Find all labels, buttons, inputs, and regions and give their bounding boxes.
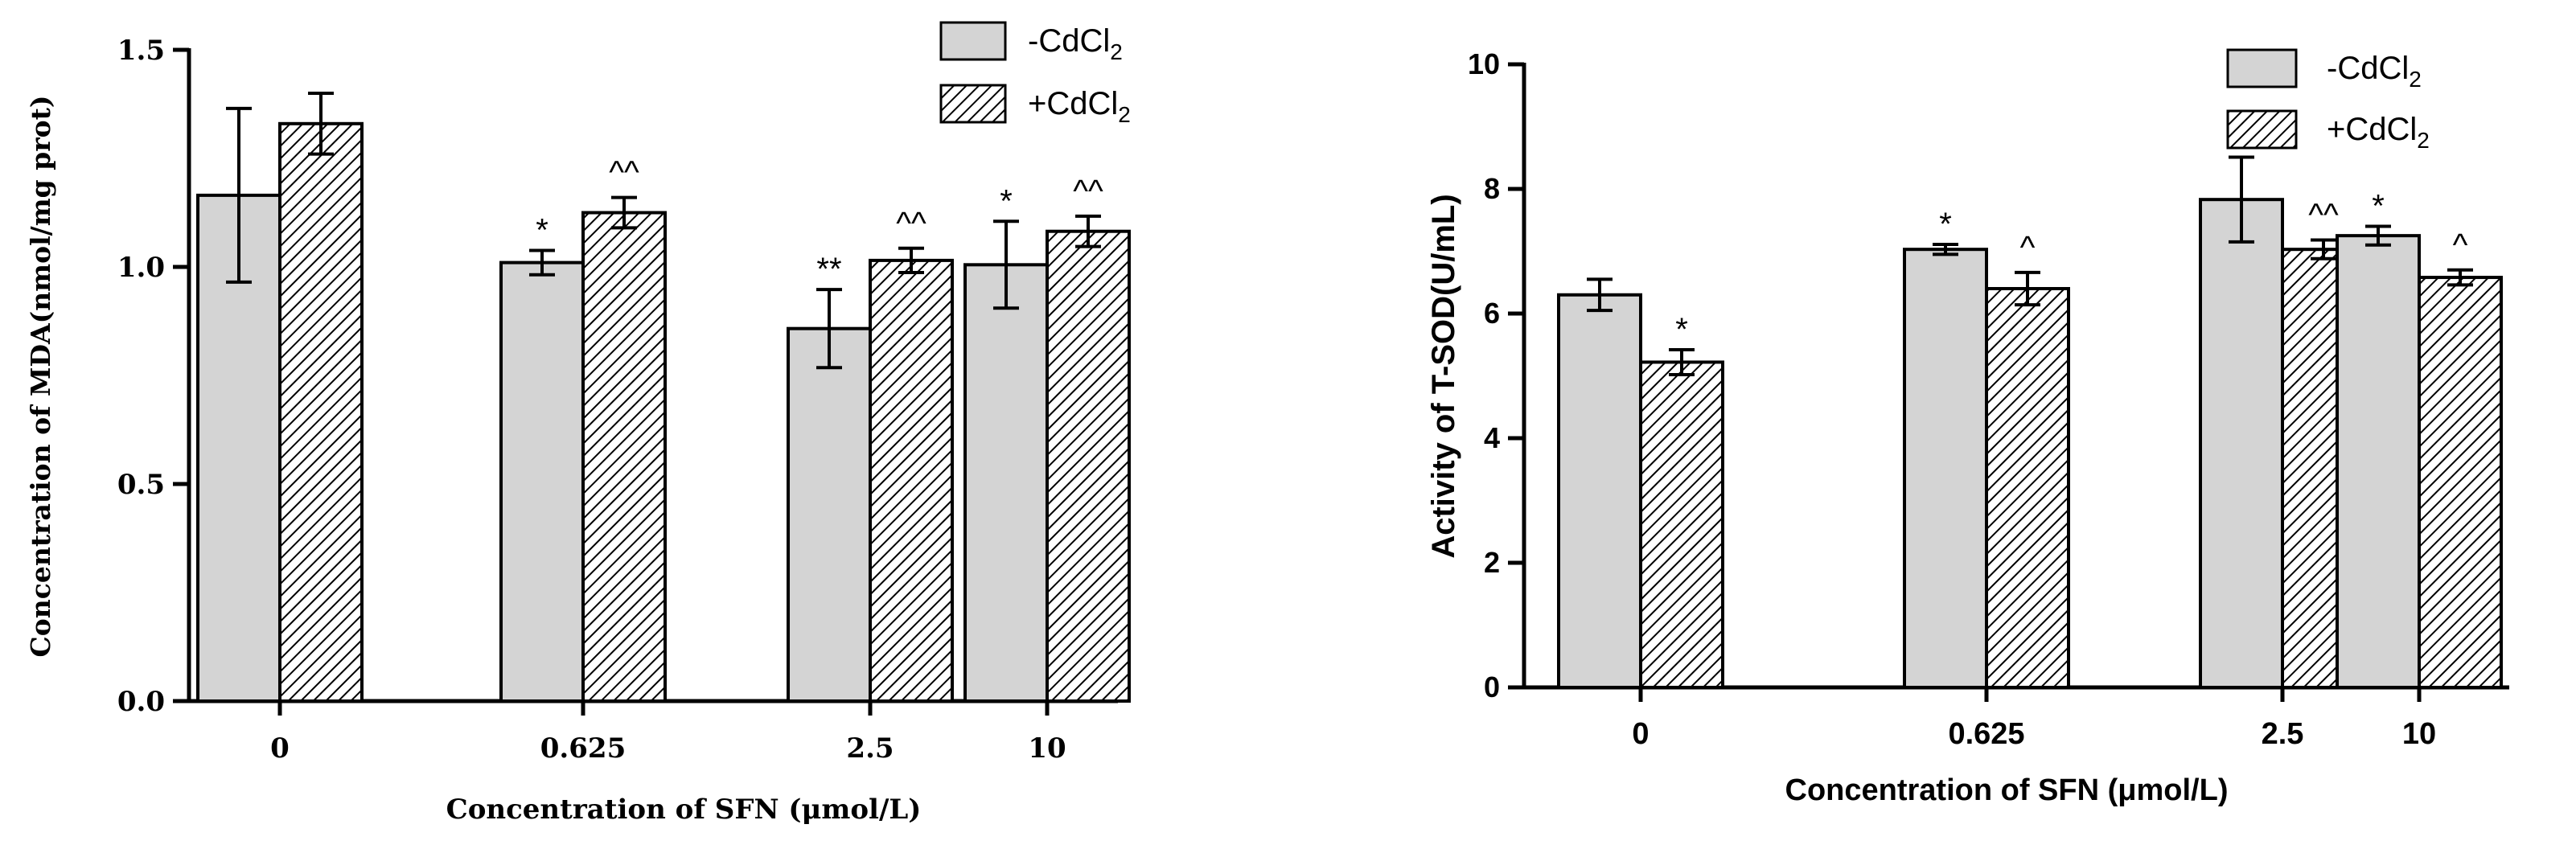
bar-minus-cdcl2 bbox=[1903, 248, 1988, 689]
bar-plus-cdcl2 bbox=[1046, 229, 1131, 703]
bar-minus-cdcl2 bbox=[1557, 293, 1642, 689]
bar-minus-cdcl2 bbox=[2336, 234, 2421, 689]
legend-label: +CdCl2 bbox=[2327, 112, 2430, 153]
legend-label: +CdCl2 bbox=[1028, 86, 1131, 127]
y-tick-label: 2 bbox=[1484, 546, 1500, 579]
bar-plus-cdcl2 bbox=[278, 121, 364, 703]
y-tick-label: 0 bbox=[1484, 671, 1500, 703]
bar-plus-cdcl2 bbox=[1985, 287, 2070, 689]
y-tick-label: 10 bbox=[1468, 47, 1500, 80]
x-tick-label: 0 bbox=[1632, 717, 1649, 751]
y-tick-label: 8 bbox=[1484, 172, 1500, 205]
legend-swatch bbox=[939, 21, 1007, 61]
legend-swatch bbox=[2226, 109, 2298, 150]
legend-swatch bbox=[2226, 48, 2298, 88]
significance-mark: * bbox=[536, 212, 548, 248]
significance-mark: * bbox=[1939, 207, 1952, 242]
significance-mark: ** bbox=[816, 252, 841, 287]
legend-swatch bbox=[939, 84, 1007, 124]
bar-minus-cdcl2 bbox=[499, 260, 585, 703]
y-tick-label: 1.5 bbox=[117, 35, 165, 67]
x-tick-label: 0.625 bbox=[1948, 717, 2024, 751]
x-tick-label: 2.5 bbox=[846, 732, 894, 765]
x-axis-label: Concentration of SFN (μmol/L) bbox=[1785, 773, 2229, 807]
bar-plus-cdcl2 bbox=[869, 258, 954, 703]
legend-label: -CdCl2 bbox=[1028, 23, 1123, 64]
y-tick-label: 1.0 bbox=[117, 252, 165, 284]
y-axis-label: Concentration of MDA(nmol/mg prot) bbox=[25, 95, 56, 657]
bar-plus-cdcl2 bbox=[2418, 276, 2503, 689]
bar-plus-cdcl2 bbox=[581, 211, 667, 703]
legend: -CdCl2 +CdCl2 bbox=[2226, 48, 2430, 153]
y-tick-label: 6 bbox=[1484, 297, 1500, 330]
significance-mark: ^ bbox=[2453, 228, 2468, 263]
significance-mark: ^^ bbox=[609, 155, 639, 191]
significance-mark: ^ bbox=[2020, 230, 2036, 265]
significance-mark: * bbox=[2372, 189, 2385, 224]
x-tick-label: 10 bbox=[2402, 717, 2436, 751]
significance-mark: * bbox=[1000, 183, 1013, 219]
x-tick-label: 0.625 bbox=[540, 732, 626, 765]
bar-minus-cdcl2 bbox=[2199, 198, 2284, 690]
x-tick-label: 0 bbox=[270, 732, 290, 765]
significance-mark: * bbox=[1675, 312, 1688, 347]
legend-label: -CdCl2 bbox=[2327, 51, 2422, 92]
y-tick-label: 0.5 bbox=[117, 469, 165, 501]
legend: -CdCl2 +CdCl2 bbox=[939, 21, 1131, 127]
x-axis-label: Concentration of SFN (μmol/L) bbox=[446, 794, 922, 826]
y-tick-label: 4 bbox=[1484, 421, 1500, 454]
significance-mark: ^^ bbox=[1073, 174, 1103, 209]
significance-mark: ^^ bbox=[2308, 198, 2339, 233]
x-tick-label: 10 bbox=[1028, 732, 1066, 765]
x-tick-label: 2.5 bbox=[2262, 717, 2304, 751]
chart-2: 02468100*0.625*^2.5**^^10*^Concentration… bbox=[1426, 47, 2509, 807]
bar-minus-cdcl2 bbox=[963, 263, 1049, 703]
bar-plus-cdcl2 bbox=[1639, 360, 1724, 689]
y-tick-label: 0.0 bbox=[117, 686, 165, 718]
significance-mark: ^^ bbox=[896, 206, 926, 241]
chart-1: 0.0 0.5 1.0 1.5 0 0.625 * ^^ 2.5 ** ^^ 10 * ^^ Concent… bbox=[25, 21, 1131, 826]
y-axis-label: Activity of T-SOD(U/mL) bbox=[1426, 194, 1461, 558]
bar-minus-cdcl2 bbox=[787, 326, 872, 703]
